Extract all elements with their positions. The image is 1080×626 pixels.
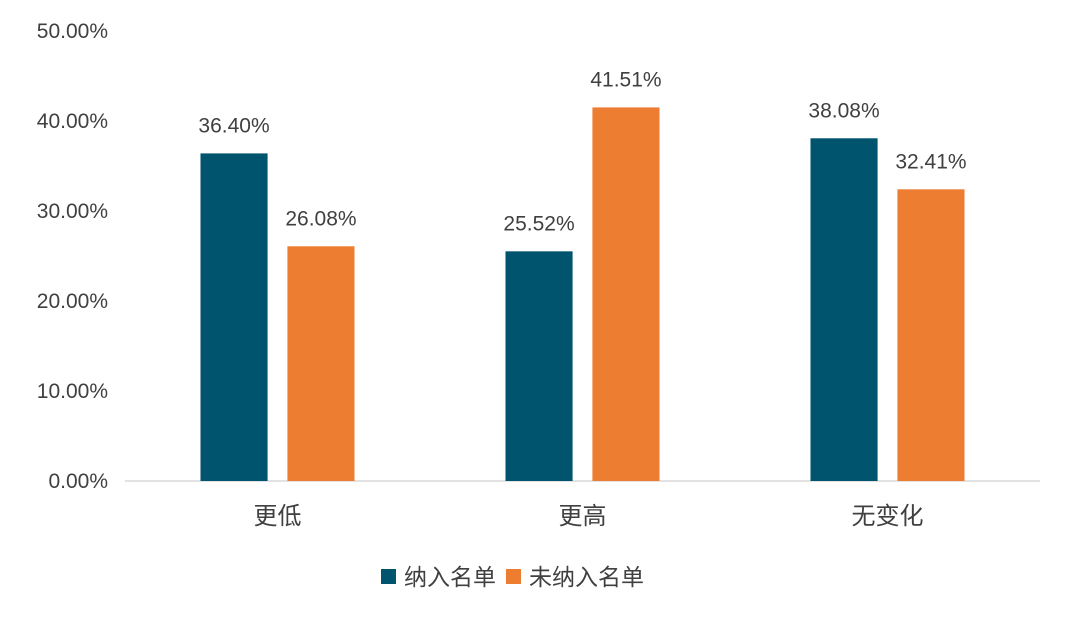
bar: [592, 107, 660, 481]
bar: [287, 246, 355, 481]
data-label: 25.52%: [503, 212, 574, 235]
y-tick-label: 0.00%: [48, 470, 108, 493]
bar: [897, 189, 965, 481]
bar: [505, 251, 573, 481]
legend-label: 未纳入名单: [529, 565, 644, 591]
y-tick-label: 10.00%: [37, 380, 108, 403]
bars: [200, 107, 965, 481]
data-label: 32.41%: [895, 150, 966, 173]
x-category-label: 无变化: [852, 502, 924, 530]
y-tick-label: 30.00%: [37, 200, 108, 223]
y-tick-label: 40.00%: [37, 110, 108, 133]
data-label: 41.51%: [590, 68, 661, 91]
bar: [810, 138, 878, 481]
data-label: 38.08%: [808, 99, 879, 122]
legend-swatch: [506, 569, 521, 584]
legend-label: 纳入名单: [404, 565, 496, 591]
x-category-label: 更低: [254, 502, 302, 530]
x-category-label: 更高: [559, 502, 607, 530]
x-axis-category-labels: 更低 更高 无变化: [254, 502, 924, 530]
y-axis-ticks: 0.00% 10.00% 20.00% 30.00% 40.00% 50.00%: [37, 20, 108, 493]
y-tick-label: 20.00%: [37, 290, 108, 313]
legend: 纳入名单 未纳入名单: [381, 565, 644, 591]
bar: [200, 153, 268, 481]
data-label: 36.40%: [198, 114, 269, 137]
legend-swatch: [381, 569, 396, 584]
data-label: 26.08%: [285, 207, 356, 230]
data-labels: 36.40% 26.08% 25.52% 41.51% 38.08% 32.41%: [198, 68, 966, 235]
y-tick-label: 50.00%: [37, 20, 108, 43]
